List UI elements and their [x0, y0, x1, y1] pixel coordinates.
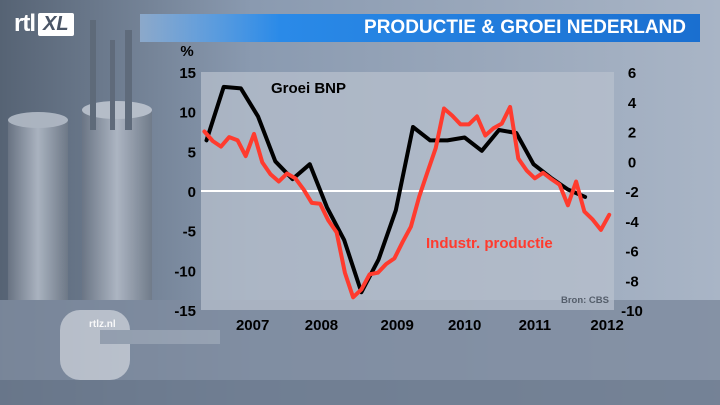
left-axis-unit: % [180, 43, 193, 60]
source-note: Bron: CBS [561, 295, 609, 306]
right-tick-label: 4 [628, 95, 637, 112]
chart-title: PRODUCTIE & GROEI NEDERLAND [364, 17, 686, 38]
left-tick-label: 0 [188, 184, 196, 201]
logo-xl-text: XL [38, 12, 74, 36]
label-groei-bnp: Groei BNP [271, 80, 346, 97]
title-bar: PRODUCTIE & GROEI NEDERLAND [140, 14, 700, 42]
right-tick-label: -2 [625, 184, 638, 201]
right-tick-label: -6 [625, 244, 638, 261]
right-tick-label: -10 [621, 303, 643, 320]
left-tick-label: -15 [174, 303, 196, 320]
refinery-silhouette [0, 20, 720, 405]
x-tick-label: 2011 [519, 317, 552, 334]
series-line-groei-bnp [204, 84, 588, 295]
right-tick-label: 6 [628, 65, 636, 82]
right-tick-label: 2 [628, 125, 636, 142]
x-tick-label: 2008 [305, 317, 338, 334]
series-line-industr-productie [202, 104, 612, 300]
right-tick-label: -4 [625, 214, 639, 231]
right-tick-label: -8 [625, 273, 638, 290]
x-tick-label: 2012 [590, 317, 623, 334]
logo-rtl-text: rtl [14, 10, 36, 37]
x-tick-label: 2007 [236, 317, 269, 334]
left-tick-label: -10 [174, 263, 196, 280]
left-tick-label: 15 [179, 65, 196, 82]
left-tick-label: 10 [179, 105, 196, 122]
left-tick-label: -5 [183, 224, 196, 241]
x-tick-label: 2009 [380, 317, 413, 334]
left-tick-label: 5 [188, 144, 196, 161]
x-tick-label: 2010 [448, 317, 481, 334]
watermark-rtlz: rtlz.nl [89, 319, 116, 330]
label-industr-productie: Industr. productie [426, 235, 553, 252]
rtlxl-logo: rtl XL [14, 10, 74, 38]
right-tick-label: 0 [628, 154, 636, 171]
